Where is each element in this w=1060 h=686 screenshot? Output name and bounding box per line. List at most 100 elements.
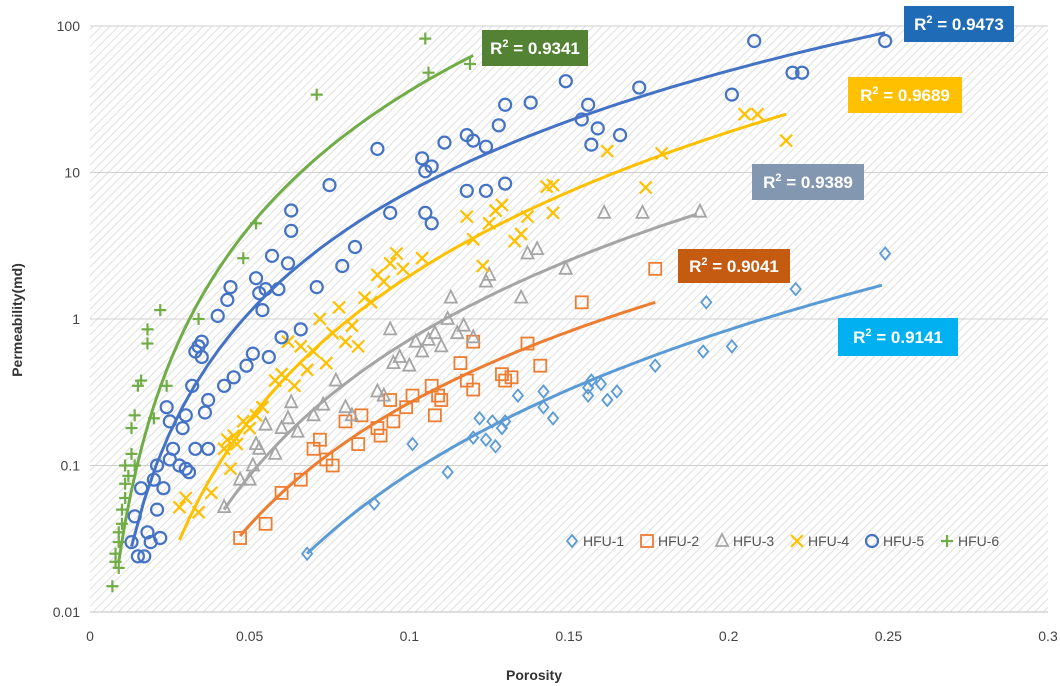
r2-badge-hfu-6: R2 = 0.9341 bbox=[482, 30, 588, 66]
data-point-hfu-3 bbox=[216, 498, 232, 514]
legend-item-hfu-3: HFU-3 bbox=[714, 531, 774, 549]
legend-item-hfu-5: HFU-5 bbox=[864, 533, 924, 549]
data-point-hfu-4 bbox=[242, 421, 257, 435]
data-point-hfu-5 bbox=[293, 322, 308, 337]
svg-text:R2 = 0.9689: R2 = 0.9689 bbox=[860, 85, 950, 105]
data-point-hfu-4 bbox=[476, 259, 490, 273]
data-point-hfu-6 bbox=[160, 379, 173, 392]
legend-marker bbox=[790, 534, 804, 548]
data-point-hfu-5 bbox=[248, 271, 264, 286]
x-tick-label: 0.25 bbox=[875, 628, 902, 644]
legend-marker bbox=[714, 531, 730, 547]
data-point-hfu-4 bbox=[220, 432, 235, 447]
data-point-hfu-3 bbox=[449, 324, 465, 340]
data-point-hfu-5 bbox=[491, 118, 506, 133]
y-axis-title: Permeability(md) bbox=[9, 263, 25, 377]
data-point-hfu-2 bbox=[431, 388, 445, 403]
data-point-hfu-6 bbox=[125, 447, 138, 460]
data-point-hfu-6 bbox=[250, 217, 263, 230]
data-point-hfu-3 bbox=[596, 203, 612, 219]
x-tick-label: 0.3 bbox=[1038, 628, 1058, 644]
x-tick-label: 0.1 bbox=[400, 628, 420, 644]
data-point-hfu-5 bbox=[159, 400, 174, 415]
data-point-hfu-2 bbox=[520, 336, 535, 351]
data-point-hfu-3 bbox=[280, 409, 296, 425]
data-point-hfu-2 bbox=[338, 414, 353, 429]
data-point-hfu-3 bbox=[529, 240, 545, 256]
data-point-hfu-1 bbox=[581, 388, 595, 404]
data-point-hfu-4 bbox=[179, 491, 193, 505]
data-point-hfu-3 bbox=[427, 324, 443, 340]
data-point-hfu-5 bbox=[558, 74, 573, 89]
r2-badge-hfu-4: R2 = 0.9689 bbox=[848, 77, 962, 113]
data-point-hfu-6 bbox=[237, 252, 250, 265]
data-point-hfu-1 bbox=[511, 388, 525, 404]
data-point-hfu-4 bbox=[415, 251, 429, 265]
x-axis-title: Porosity bbox=[506, 667, 562, 683]
trendline-hfu-3 bbox=[222, 212, 698, 511]
data-point-hfu-4 bbox=[325, 326, 340, 340]
data-point-hfu-4 bbox=[377, 274, 391, 289]
data-point-hfu-1 bbox=[300, 546, 314, 562]
data-point-hfu-4 bbox=[460, 209, 474, 224]
data-point-hfu-5 bbox=[322, 178, 337, 193]
data-point-hfu-5 bbox=[418, 205, 433, 220]
data-point-hfu-5 bbox=[795, 65, 810, 80]
data-point-hfu-1 bbox=[610, 384, 624, 399]
data-point-hfu-5 bbox=[194, 334, 209, 349]
data-point-hfu-5 bbox=[146, 472, 161, 487]
data-point-hfu-5 bbox=[590, 121, 605, 136]
data-point-hfu-4 bbox=[495, 198, 509, 212]
data-point-hfu-5 bbox=[271, 281, 286, 297]
data-point-hfu-5 bbox=[274, 330, 289, 345]
data-point-hfu-2 bbox=[574, 295, 589, 310]
data-point-hfu-4 bbox=[779, 133, 793, 148]
data-point-hfu-1 bbox=[696, 344, 710, 359]
trendline-hfu-6 bbox=[117, 54, 474, 563]
data-point-hfu-4 bbox=[546, 178, 560, 192]
data-point-hfu-5 bbox=[523, 95, 538, 110]
data-point-hfu-4 bbox=[351, 339, 366, 354]
data-point-hfu-4 bbox=[223, 461, 238, 476]
data-point-hfu-1 bbox=[725, 339, 739, 354]
x-tick-label: 0.15 bbox=[555, 628, 582, 644]
svg-text:R2 = 0.9389: R2 = 0.9389 bbox=[763, 172, 853, 192]
x-tick-label: 0.2 bbox=[719, 628, 739, 644]
data-point-hfu-4 bbox=[345, 318, 359, 333]
data-point-hfu-6 bbox=[112, 561, 125, 574]
data-point-hfu-4 bbox=[357, 290, 372, 305]
data-point-hfu-2 bbox=[466, 382, 481, 397]
legend-item-hfu-1: HFU-1 bbox=[565, 533, 624, 549]
data-point-hfu-3 bbox=[440, 309, 456, 325]
y-tick-label: 10 bbox=[64, 165, 80, 181]
data-point-hfu-4 bbox=[191, 505, 206, 519]
data-point-hfu-3 bbox=[328, 371, 344, 387]
data-point-hfu-1 bbox=[585, 373, 598, 388]
data-point-hfu-1 bbox=[601, 392, 614, 408]
data-point-hfu-5 bbox=[226, 370, 241, 385]
data-point-hfu-5 bbox=[466, 133, 481, 148]
data-point-hfu-4 bbox=[364, 295, 378, 310]
r2-labels: R2 = 0.9141 R2 = 0.9041 R2 = 0.9389 R2 = 0.… bbox=[482, 6, 1014, 356]
data-point-hfu-3 bbox=[414, 342, 430, 358]
data-point-hfu-6 bbox=[192, 313, 205, 325]
y-tick-label: 100 bbox=[57, 18, 81, 34]
data-point-hfu-2 bbox=[648, 261, 663, 276]
data-point-hfu-6 bbox=[115, 517, 128, 530]
data-point-hfu-6 bbox=[135, 374, 148, 387]
data-point-hfu-3 bbox=[433, 337, 449, 353]
data-point-hfu-5 bbox=[137, 549, 152, 564]
data-point-hfu-5 bbox=[124, 535, 139, 550]
data-point-hfu-5 bbox=[127, 509, 142, 524]
data-point-hfu-4 bbox=[300, 363, 314, 377]
data-point-hfu-3 bbox=[558, 259, 574, 275]
data-point-hfu-3 bbox=[344, 406, 360, 422]
data-point-hfu-4 bbox=[281, 334, 295, 349]
data-point-hfu-1 bbox=[479, 432, 493, 448]
data-point-hfu-4 bbox=[546, 206, 560, 220]
x-tick-label: 0.05 bbox=[236, 628, 263, 644]
data-point-hfu-5 bbox=[415, 151, 430, 166]
data-point-hfu-5 bbox=[133, 481, 149, 496]
data-point-hfu-4 bbox=[600, 144, 615, 158]
